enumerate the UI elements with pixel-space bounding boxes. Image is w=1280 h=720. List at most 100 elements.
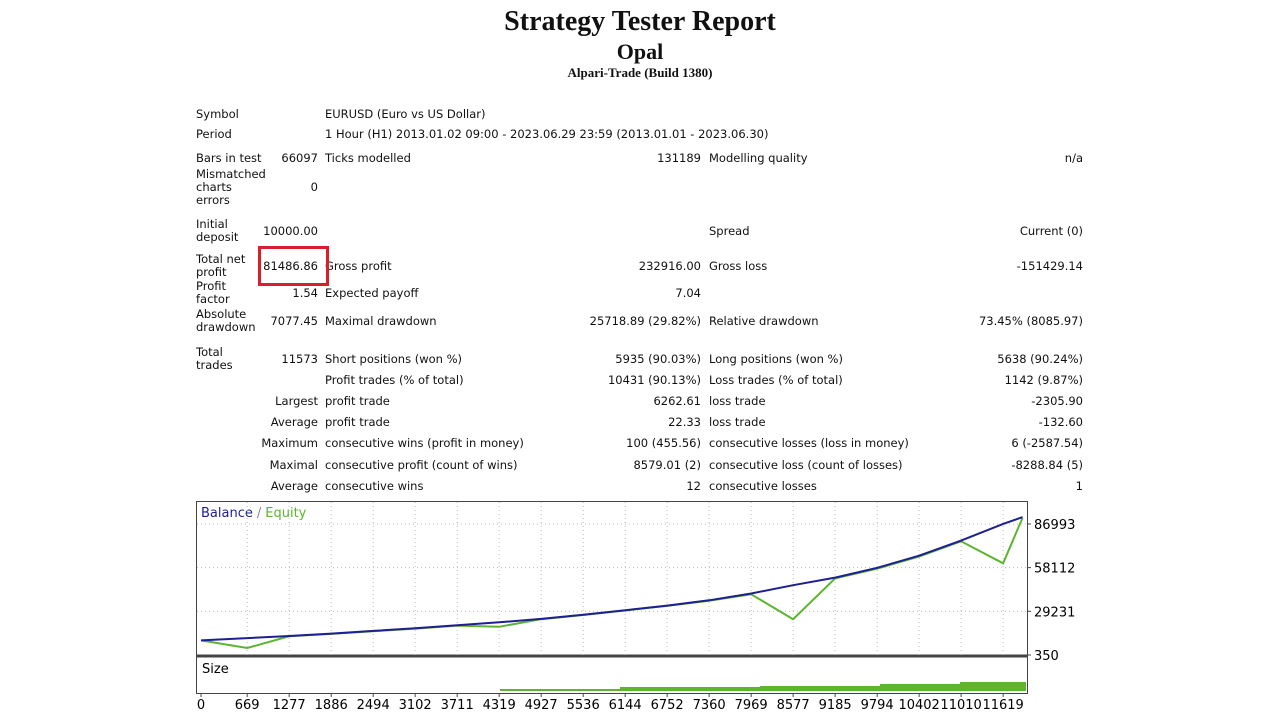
x-tick-label: 6144 xyxy=(609,698,642,713)
value: -8288.84 (5) xyxy=(1011,457,1083,472)
label: Gross profit xyxy=(325,258,392,273)
value: 232916.00 xyxy=(638,258,701,273)
report-build: Alpari-Trade (Build 1380) xyxy=(567,65,713,80)
label: Ticks modelled xyxy=(325,150,411,165)
legend-separator: / xyxy=(257,506,262,521)
value: 100 (455.56) xyxy=(626,435,701,450)
label: Profit factor xyxy=(196,279,230,306)
x-tick-label: 7969 xyxy=(735,698,768,713)
legend: Balance / Equity xyxy=(201,506,307,521)
label: Relative drawdown xyxy=(709,313,819,328)
value: Current (0) xyxy=(1019,223,1083,238)
value: 1142 (9.87%) xyxy=(1004,372,1083,387)
label: profit trade xyxy=(325,393,390,408)
value: Average xyxy=(270,414,318,429)
label: Maximal drawdown xyxy=(325,313,437,328)
label: Gross loss xyxy=(709,258,768,273)
value: 81486.86 xyxy=(263,258,318,273)
size-label: Size xyxy=(202,662,229,677)
x-tick-label: 11010 xyxy=(940,698,981,713)
legend-entry: Balance xyxy=(201,506,253,521)
series-line xyxy=(200,516,1023,642)
label: consecutive profit (count of wins) xyxy=(325,457,518,472)
label: Total trades xyxy=(196,345,233,372)
label: Initial deposit xyxy=(196,217,239,244)
value: 25718.89 (29.82%) xyxy=(589,313,701,328)
label: consecutive losses xyxy=(709,478,817,493)
x-tick-label: 3711 xyxy=(441,698,474,713)
label: Expected payoff xyxy=(325,285,419,300)
x-tick-label: 1886 xyxy=(315,698,348,713)
y-tick-label: 58112 xyxy=(1034,562,1075,577)
x-tick-label: 11619 xyxy=(982,698,1023,713)
label: consecutive wins (profit in money) xyxy=(325,435,524,450)
value: 7077.45 xyxy=(270,313,318,328)
chart-frame xyxy=(196,501,1028,694)
x-tick-label: 9794 xyxy=(861,698,894,713)
value: 5638 (90.24%) xyxy=(997,351,1083,366)
value: Maximum xyxy=(261,435,318,450)
label: Absolute drawdown xyxy=(196,307,256,334)
value: 5935 (90.03%) xyxy=(615,351,701,366)
x-tick-label: 5536 xyxy=(567,698,600,713)
value: 11573 xyxy=(281,351,318,366)
label: Long positions (won %) xyxy=(709,351,843,366)
value: 1 xyxy=(1075,478,1083,493)
x-tick-label: 4927 xyxy=(525,698,558,713)
label: Spread xyxy=(709,223,750,238)
x-tick-label: 7360 xyxy=(693,698,726,713)
report-title: Strategy Tester Report xyxy=(504,6,776,37)
x-tick-label: 6752 xyxy=(651,698,684,713)
label: Short positions (won %) xyxy=(325,351,463,366)
value: 12 xyxy=(686,478,701,493)
value: 1.54 xyxy=(292,285,318,300)
y-tick-label: 350 xyxy=(1034,649,1059,664)
label: consecutive loss (count of losses) xyxy=(709,457,903,472)
label: Modelling quality xyxy=(709,150,808,165)
value: n/a xyxy=(1064,150,1083,165)
value: 8579.01 (2) xyxy=(633,457,701,472)
x-tick-label: 4319 xyxy=(483,698,516,713)
label: consecutive wins xyxy=(325,478,424,493)
value: -2305.90 xyxy=(1031,393,1083,408)
x-tick-label: 9185 xyxy=(819,698,852,713)
value: 66097 xyxy=(281,150,318,165)
value: 6262.61 xyxy=(653,393,701,408)
value: -132.60 xyxy=(1038,414,1083,429)
info-label: Symbol xyxy=(196,106,239,121)
x-tick-label: 0 xyxy=(197,698,205,713)
x-tick-label: 2494 xyxy=(357,698,390,713)
value: Average xyxy=(270,478,318,493)
value: -151429.14 xyxy=(1016,258,1083,273)
value: 10431 (90.13%) xyxy=(607,372,701,387)
label: Loss trades (% of total) xyxy=(709,372,843,387)
value: Maximal xyxy=(269,457,318,472)
value: 73.45% (8085.97) xyxy=(978,313,1083,328)
value: Largest xyxy=(275,393,318,408)
x-tick-label: 10402 xyxy=(898,698,939,713)
y-tick-label: 29231 xyxy=(1034,605,1075,620)
label: profit trade xyxy=(325,414,390,429)
value: 22.33 xyxy=(668,414,701,429)
value: 10000.00 xyxy=(263,223,318,238)
report-subtitle: Opal xyxy=(616,39,664,64)
info-value: 1 Hour (H1) 2013.01.02 09:00 - 2023.06.2… xyxy=(325,126,769,141)
value: 7.04 xyxy=(675,285,701,300)
highlight-box xyxy=(258,246,329,286)
label: Bars in test xyxy=(196,150,262,165)
value: 131189 xyxy=(657,150,701,165)
label: Total net profit xyxy=(196,252,246,279)
y-tick-label: 86993 xyxy=(1034,518,1075,533)
value: 0 xyxy=(310,179,318,194)
x-tick-label: 3102 xyxy=(399,698,432,713)
label: Profit trades (% of total) xyxy=(325,372,464,387)
info-label: Period xyxy=(196,126,232,141)
x-tick-label: 1277 xyxy=(273,698,306,713)
label: loss trade xyxy=(709,414,766,429)
size-histogram xyxy=(500,682,1026,691)
x-tick-label: 669 xyxy=(235,698,260,713)
info-value: EURUSD (Euro vs US Dollar) xyxy=(325,106,486,121)
legend-entry: Equity xyxy=(265,506,306,521)
